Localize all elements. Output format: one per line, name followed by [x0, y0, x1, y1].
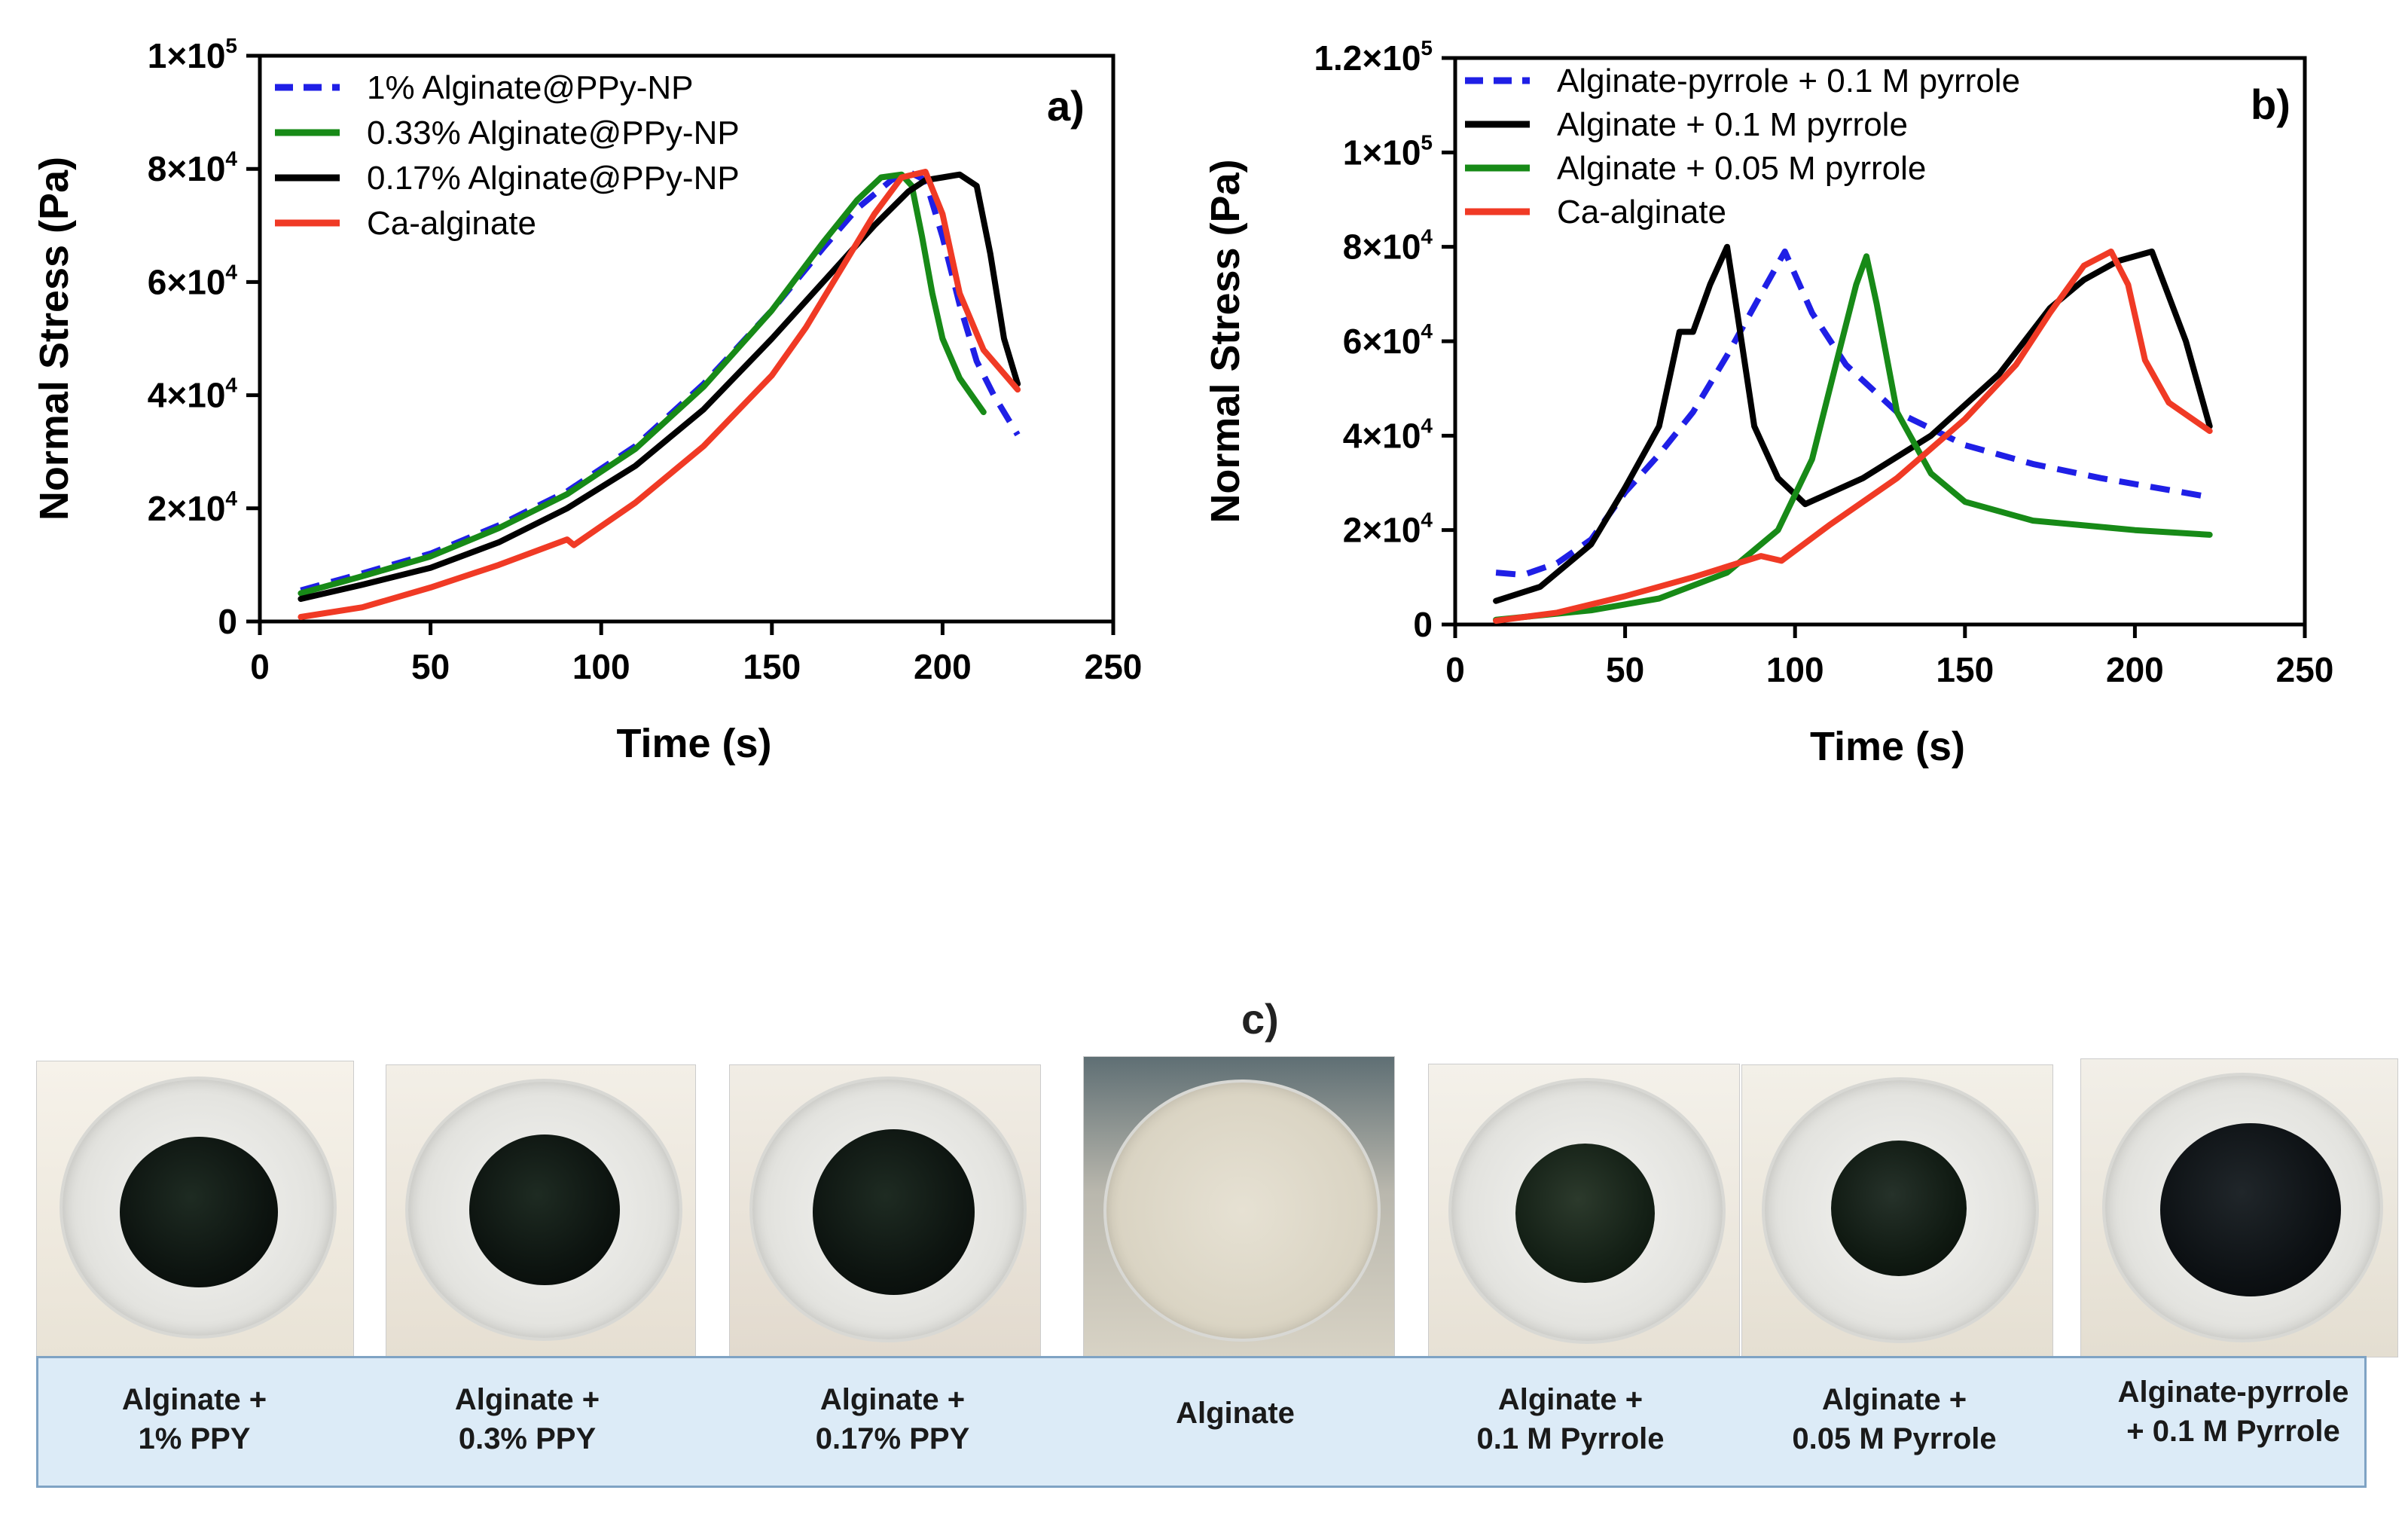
petri-dish — [1762, 1077, 2039, 1343]
y-tick-label: 2×104 — [148, 487, 238, 528]
x-tick-label: 150 — [743, 647, 801, 686]
series-line — [1493, 253, 2213, 623]
photo-1pct-ppy — [36, 1061, 354, 1357]
legend-entry: Ca-alginate — [367, 205, 536, 242]
caption-1pct-ppy: Alginate + 1% PPY — [66, 1380, 322, 1458]
caption-alginate-pyrrole: Alginate-pyrrole + 0.1 M Pyrrole — [2083, 1373, 2384, 1451]
series-line — [1493, 243, 2213, 604]
caption-line: Alginate + — [1497, 1383, 1643, 1416]
gel-sample — [1831, 1141, 1967, 1276]
panel-label: b) — [2251, 81, 2290, 128]
x-tick-label: 0 — [1445, 650, 1465, 689]
gel-sample — [1515, 1144, 1655, 1283]
photo-alginate-pyrrole — [2080, 1058, 2398, 1357]
legend-entry: Alginate + 0.1 M pyrrole — [1557, 106, 1908, 143]
caption-line: Alginate + — [454, 1383, 600, 1416]
caption-line: 1% PPY — [138, 1422, 251, 1455]
caption-alginate: Alginate — [1107, 1394, 1363, 1433]
y-tick-label: 2×104 — [1343, 508, 1433, 550]
y-tick-label: 1.2×105 — [1314, 36, 1433, 78]
caption-line: Alginate — [1176, 1397, 1295, 1430]
caption-01m-pyrrole: Alginate + 0.1 M Pyrrole — [1442, 1380, 1698, 1458]
charts-svg: 0 50 100 150 200 250 0 2×104 4×104 6×104 8×104 1×10… — [32, 34, 2333, 769]
x-tick-label: 100 — [1766, 650, 1824, 689]
y-tick-label: 0 — [1413, 605, 1433, 644]
gel-sample — [469, 1134, 620, 1285]
photo-005m-pyrrole — [1741, 1064, 2053, 1357]
legend-entry: 0.17% Alginate@PPy-NP — [367, 160, 740, 197]
x-tick-label: 50 — [1606, 650, 1644, 689]
x-tick-label: 50 — [411, 647, 450, 686]
petri-dish — [749, 1076, 1027, 1342]
caption-line: Alginate + — [1821, 1383, 1967, 1416]
legend-entry: Alginate-pyrrole + 0.1 M pyrrole — [1557, 63, 2020, 99]
series-line — [298, 169, 1021, 620]
y-tick-label: 6×104 — [148, 260, 238, 301]
gel-sample — [2160, 1123, 2341, 1296]
photo-alginate — [1083, 1056, 1395, 1357]
caption-line: + 0.1 M Pyrrole — [2126, 1415, 2340, 1448]
caption-line: Alginate + — [819, 1383, 966, 1416]
legend-entry: Ca-alginate — [1557, 194, 1726, 231]
legend-entry: 0.33% Alginate@PPy-NP — [367, 115, 740, 151]
chart-a: 0 50 100 150 200 250 0 2×104 4×104 6×104 8×104 1×10… — [32, 34, 1142, 766]
x-tick-label: 250 — [2276, 650, 2334, 689]
caption-line: 0.1 M Pyrrole — [1476, 1422, 1665, 1455]
petri-dish — [1103, 1080, 1381, 1342]
petri-dish — [1448, 1078, 1726, 1344]
caption-line: Alginate + — [121, 1383, 267, 1416]
caption-line: 0.17% PPY — [815, 1422, 970, 1455]
panel-c-label: c) — [1241, 995, 1279, 1043]
series-line — [1493, 248, 2213, 624]
photo-01m-pyrrole — [1428, 1064, 1740, 1357]
plot-frame — [258, 53, 1115, 624]
photo-03pct-ppy — [386, 1064, 696, 1357]
caption-03pct-ppy: Alginate + 0.3% PPY — [399, 1380, 655, 1458]
caption-017pct-ppy: Alginate + 0.17% PPY — [765, 1380, 1021, 1458]
y-tick-label: 6×104 — [1343, 319, 1433, 361]
caption-bar — [36, 1356, 2367, 1488]
x-tick-label: 100 — [572, 647, 630, 686]
petri-dish — [60, 1076, 337, 1339]
x-tick-label: 200 — [914, 647, 972, 686]
gel-sample — [120, 1137, 278, 1287]
y-axis-label: Normal Stress (Pa) — [1203, 159, 1248, 523]
caption-line: 0.3% PPY — [458, 1422, 597, 1455]
gel-sample — [813, 1129, 975, 1295]
caption-005m-pyrrole: Alginate + 0.05 M Pyrrole — [1766, 1380, 2022, 1458]
petri-dish — [405, 1079, 682, 1341]
series-line — [298, 171, 987, 597]
series-line — [1495, 248, 2211, 579]
caption-line: 0.05 M Pyrrole — [1792, 1422, 1997, 1455]
x-tick-label: 250 — [1085, 647, 1143, 686]
y-axis-label: Normal Stress (Pa) — [32, 157, 77, 521]
y-tick-label: 1×105 — [1343, 130, 1433, 172]
x-axis-label: Time (s) — [1810, 724, 1965, 769]
x-tick-label: 200 — [2106, 650, 2164, 689]
y-tick-label: 4×104 — [1343, 414, 1433, 455]
legend-entry: 1% Alginate@PPy-NP — [367, 69, 694, 106]
y-tick-label: 8×104 — [1343, 225, 1433, 267]
panel-label: a) — [1047, 82, 1085, 130]
x-tick-label: 0 — [250, 647, 270, 686]
petri-dish — [2102, 1073, 2383, 1342]
photo-017pct-ppy — [729, 1064, 1041, 1357]
y-tick-label: 0 — [218, 602, 237, 641]
legend-entry: Alginate + 0.05 M pyrrole — [1557, 150, 1926, 187]
y-tick-label: 8×104 — [148, 147, 238, 188]
y-tick-label: 1×105 — [148, 34, 237, 75]
chart-b: 0 50 100 150 200 250 0 2×104 4×104 6×104 8×104 1×10… — [1203, 36, 2333, 769]
y-tick-label: 4×104 — [148, 374, 238, 415]
x-axis-label: Time (s) — [616, 721, 771, 766]
x-tick-label: 150 — [1936, 650, 1994, 689]
caption-line: Alginate-pyrrole — [2117, 1376, 2349, 1409]
